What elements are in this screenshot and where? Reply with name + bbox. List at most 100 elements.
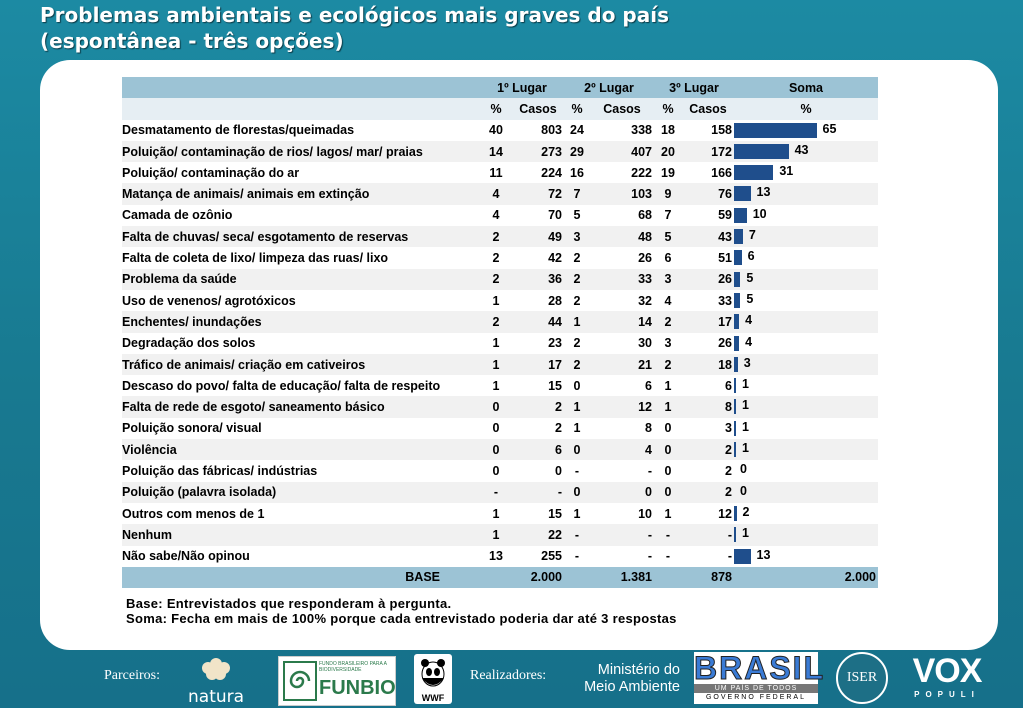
table-row: Nenhum 1 22- - - -1 <box>122 524 878 546</box>
table-row: Camada de ozônio 4 70 5 68 7 59 10 <box>122 205 878 226</box>
governo-text: GOVERNO FEDERAL <box>705 694 806 701</box>
pct-2: 1 <box>564 396 590 418</box>
casos-1: 36 <box>512 268 564 290</box>
soma-bar <box>734 335 740 351</box>
subheader-pct-soma: % <box>734 98 878 120</box>
soma-value: 0 <box>740 483 747 498</box>
casos-3: 43 <box>682 226 734 248</box>
ministerio-line-2: Meio Ambiente <box>584 679 680 695</box>
subheader-pct-2: % <box>564 98 590 120</box>
casos-2: 338 <box>631 123 652 138</box>
soma-bar-cell: 0 <box>734 481 878 503</box>
header-soma: Soma <box>734 77 878 99</box>
soma-bar <box>734 143 789 159</box>
casos-1: 17 <box>512 353 564 376</box>
casos-1: 72 <box>512 183 564 205</box>
pct-1: 2 <box>492 251 500 266</box>
pct-3: 9 <box>654 183 682 205</box>
casos-1: 2 <box>512 396 564 418</box>
populi-text: POPULI <box>914 690 980 699</box>
realizadores-label: Realizadores: <box>470 668 547 683</box>
soma-value: 1 <box>742 398 749 413</box>
table-row: Falta de coleta de lixo/ limpeza das rua… <box>122 247 878 268</box>
soma-value: 5 <box>746 270 754 285</box>
casos-3: 59 <box>718 208 732 223</box>
pct-3: 20 <box>654 140 682 163</box>
funbio-text: FUNBIO <box>319 677 396 699</box>
table-row: Poluição das fábricas/ indústrias 0 0- -0 2 0 <box>122 460 878 481</box>
casos-2: - <box>590 524 654 546</box>
soma-bar <box>734 165 774 181</box>
pct-2: 0 <box>573 378 581 393</box>
soma-value: 43 <box>794 142 809 157</box>
soma-bar-cell: 1 <box>734 418 878 439</box>
soma-bar-cell: 5 <box>734 290 878 311</box>
soma-bar <box>734 186 751 202</box>
pct-2: 1 <box>573 506 581 521</box>
soma-bar <box>734 250 742 266</box>
panda-icon <box>421 659 445 687</box>
ministerio-logo: Ministério do Meio Ambiente <box>578 662 680 696</box>
casos-3: 2 <box>682 439 734 461</box>
pct-1: 1 <box>492 293 500 308</box>
table-row: Descaso do povo/ falta de educação/ falt… <box>122 375 878 396</box>
casos-3: 166 <box>711 165 732 180</box>
soma-bar-cell: 0 <box>734 460 878 481</box>
pct-3: 5 <box>654 226 682 248</box>
table-row: Degradação dos solos 1 23 2 30 3 26 4 <box>122 333 878 354</box>
base-empty-1 <box>480 566 512 589</box>
base-empty-3 <box>654 566 682 589</box>
casos-2: 26 <box>638 251 652 266</box>
pct-2: 5 <box>573 208 581 223</box>
pct-1: 0 <box>480 396 512 418</box>
subheader-casos-3: Casos <box>682 98 734 120</box>
casos-1: 6 <box>512 439 564 461</box>
pct-1: 1 <box>492 378 500 393</box>
soma-bar-cell: 3 <box>734 353 878 376</box>
casos-3: 26 <box>718 336 732 351</box>
casos-3: 3 <box>725 421 732 436</box>
row-label: Não sabe/Não opinou <box>122 549 250 564</box>
casos-3: 17 <box>682 311 734 333</box>
soma-bar <box>734 314 740 330</box>
table-row: Poluição (palavra isolada) - -0 0 0 2 0 <box>122 481 878 503</box>
row-label: Descaso do povo/ falta de educação/ falt… <box>122 378 441 393</box>
casos-1: 28 <box>548 293 562 308</box>
soma-bar-cell: 5 <box>734 268 878 290</box>
soma-bar <box>734 271 741 287</box>
parceiros-label: Parceiros: <box>104 668 160 683</box>
pct-3: 2 <box>654 311 682 333</box>
governo-federal-logo: BRASIL UM PAÍS DE TODOS GOVERNO FEDERAL <box>694 650 826 704</box>
results-table: 1º Lugar 2º Lugar 3º Lugar Soma % Casos … <box>122 77 878 589</box>
casos-2: 30 <box>638 336 652 351</box>
brasil-text: BRASIL <box>694 650 826 686</box>
row-label: Poluição (palavra isolada) <box>122 481 480 503</box>
pct-2: 2 <box>573 251 581 266</box>
subheader-pct-3: % <box>654 98 682 120</box>
pct-3: 2 <box>654 353 682 376</box>
brasil-slogan: UM PAÍS DE TODOS <box>694 684 818 693</box>
pct-1: 2 <box>480 268 512 290</box>
soma-value: 13 <box>756 185 771 200</box>
soma-bar-cell: 1 <box>734 396 878 418</box>
soma-bar <box>734 229 743 245</box>
table-row: Falta de chuvas/ seca/ esgotamento de re… <box>122 226 878 248</box>
pct-2: 2 <box>573 293 581 308</box>
pct-3: 19 <box>661 165 675 180</box>
row-label: Problema da saúde <box>122 268 480 290</box>
title-line-2: (espontânea - três opções) <box>40 29 344 53</box>
pct-1: 13 <box>489 549 503 564</box>
row-label: Nenhum <box>122 524 480 546</box>
casos-2: 103 <box>590 183 654 205</box>
row-label: Falta de coleta de lixo/ limpeza das rua… <box>122 251 389 266</box>
pct-1: 11 <box>489 165 503 180</box>
casos-2: 33 <box>590 268 654 290</box>
row-label: Falta de chuvas/ seca/ esgotamento de re… <box>122 226 480 248</box>
pct-1: 1 <box>492 336 500 351</box>
casos-1: 0 <box>555 463 562 478</box>
footer: Parceiros: natura FUNDO BRASILEIRO PARA … <box>0 650 1023 708</box>
iser-logo: ISER <box>836 652 888 704</box>
casos-1: - <box>512 481 564 503</box>
footnotes: Base: Entrevistados que responderam à pe… <box>126 596 677 626</box>
casos-1: 255 <box>541 549 562 564</box>
